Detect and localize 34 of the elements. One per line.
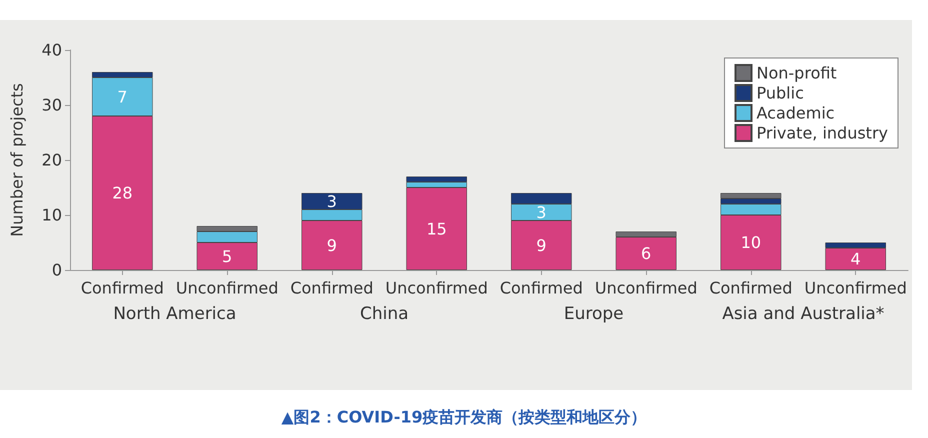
data-label: 6 [641, 244, 652, 263]
data-label: 7 [117, 87, 128, 106]
data-label: 4 [850, 250, 861, 268]
data-label: 5 [222, 246, 232, 266]
data-label: 9 [326, 236, 337, 255]
x-tick-label: Confirmed [290, 278, 374, 298]
text: North America [113, 304, 236, 324]
text: China [360, 304, 409, 324]
data-label: 28 [112, 184, 133, 202]
legend-label: Academic [756, 104, 835, 122]
x-tick-label: Confirmed [80, 278, 164, 298]
x-tick-label: Unconfirmed [385, 278, 488, 298]
legend-label: Non-profit [756, 64, 837, 82]
text: ▲图2：COVID-19疫苗开发商（按类型和地区分） [281, 408, 647, 426]
data-label: 3 [536, 202, 546, 222]
y-axis-title: Number of projects [8, 83, 26, 237]
y-tick-label: 30 [42, 96, 62, 114]
x-tick-label: Unconfirmed [594, 278, 698, 298]
x-tick-label: Unconfirmed [176, 278, 278, 298]
x-tick-label: Confirmed [709, 278, 792, 298]
data-label: 10 [740, 233, 762, 252]
y-tick-label: 40 [42, 40, 62, 60]
x-tick-label: Confirmed [500, 278, 583, 298]
y-tick-label: 0 [52, 260, 62, 280]
legend-label: Public [756, 84, 804, 102]
y-tick-label: 20 [42, 150, 62, 170]
data-label: 15 [426, 219, 447, 238]
legend-label: Private, industry [756, 124, 888, 142]
y-tick-label: 10 [42, 206, 62, 224]
text: Europe [564, 304, 624, 324]
data-label: 9 [536, 236, 546, 255]
x-tick-label: Unconfirmed [804, 278, 907, 298]
text: Asia and Australia* [722, 304, 884, 324]
data-label: 3 [326, 192, 337, 211]
